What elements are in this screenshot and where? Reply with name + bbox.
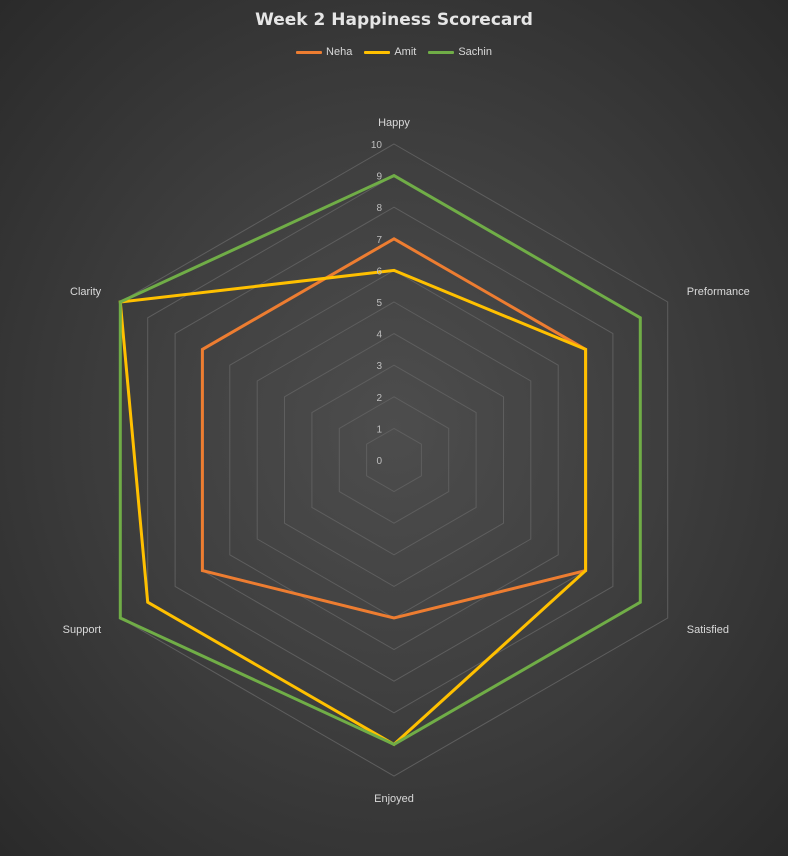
tick-label-8: 8	[376, 203, 382, 214]
tick-label-10: 10	[371, 140, 383, 151]
category-label-clarity: Clarity	[70, 286, 102, 298]
radar-gridline-8	[174, 206, 614, 714]
radar-gridline-5	[256, 301, 532, 619]
radar-gridline-4	[284, 333, 504, 587]
tick-label-9: 9	[376, 172, 382, 183]
radar-gridline-7	[201, 238, 587, 682]
chart-title: Week 2 Happiness Scorecard	[255, 10, 533, 30]
category-label-satisfied: Satisfied	[687, 624, 729, 636]
legend-item-neha: Neha	[296, 46, 352, 58]
radar-gridline-6	[229, 269, 559, 651]
tick-label-6: 6	[376, 266, 382, 277]
series-line-sachin	[118, 173, 642, 747]
legend-label-amit: Amit	[394, 46, 417, 58]
tick-label-1: 1	[376, 424, 382, 435]
category-label-support: Support	[63, 624, 102, 636]
tick-label-3: 3	[376, 361, 382, 372]
category-label-happy: Happy	[378, 117, 410, 129]
radar-gridline-9	[147, 175, 641, 745]
legend-item-amit: Amit	[364, 46, 416, 58]
tick-label-4: 4	[376, 330, 382, 341]
radar-gridline-3	[311, 364, 477, 556]
legend-label-neha: Neha	[326, 46, 353, 58]
tick-label-2: 2	[376, 393, 382, 404]
category-label-preformance: Preformance	[687, 286, 750, 298]
legend-swatch-amit	[364, 50, 391, 54]
tick-label-0: 0	[376, 456, 382, 467]
legend-item-sachin: Sachin	[428, 46, 492, 58]
radar-gridline-1	[366, 427, 422, 493]
legend-swatch-neha	[296, 50, 323, 54]
chart-legend: Neha Amit Sachin	[0, 46, 788, 58]
legend-label-sachin: Sachin	[458, 46, 492, 58]
tick-label-5: 5	[376, 298, 382, 309]
tick-label-7: 7	[376, 235, 382, 246]
category-label-enjoyed: Enjoyed	[374, 793, 414, 805]
legend-swatch-sachin	[428, 50, 455, 54]
radar-gridline-2	[338, 396, 450, 524]
